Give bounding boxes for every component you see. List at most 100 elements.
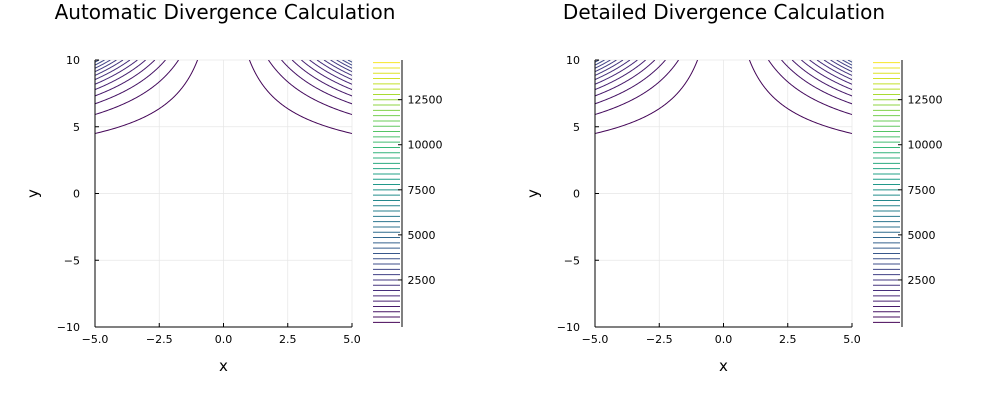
x-tick-label: 2.5	[779, 333, 797, 346]
contour-level-1950-right	[816, 60, 852, 81]
contour-level-1350-right	[801, 60, 852, 91]
contour-level-750-left	[595, 60, 666, 105]
colorbar: 2500 5000 7500 10000 12500	[873, 60, 943, 327]
y-axis-label: y	[24, 189, 42, 198]
contour-level-4050-right	[858, 60, 866, 64]
contour-level-2850-right	[336, 60, 352, 69]
y-tick-label: −10	[57, 321, 80, 334]
colorbar-tick-label: 10000	[404, 139, 443, 152]
colorbar: 2500 5000 7500 10000 12500	[373, 60, 443, 327]
contour-level-450-right	[768, 60, 852, 116]
contour-level-1050-left	[95, 60, 156, 97]
contour-level-4350-left	[81, 60, 84, 61]
contour-lines	[80, 60, 366, 135]
contour-level-3150-left	[95, 60, 105, 66]
contour-level-750-left	[95, 60, 166, 105]
contour-level-3750-right	[853, 60, 867, 67]
contour-level-1650-left	[595, 60, 638, 85]
contour-level-2250-right	[823, 60, 852, 76]
y-tick-label: 0	[73, 188, 80, 201]
contour-level-1650-left	[95, 60, 138, 85]
x-tick-label: −5.0	[582, 333, 609, 346]
contour-level-3150-left	[595, 60, 605, 66]
x-axis-label: x	[719, 357, 728, 375]
x-tick-label: −2.5	[146, 333, 173, 346]
contour-level-4050-left	[80, 60, 88, 64]
colorbar-tick-label: 2500	[404, 274, 436, 287]
colorbar-tick-label: 12500	[904, 94, 943, 107]
contour-level-2850-left	[595, 60, 611, 69]
contour-level-4350-left	[581, 60, 584, 61]
contour-level-2850-right	[836, 60, 852, 69]
x-tick-label: 2.5	[279, 333, 297, 346]
y-tick-label: 5	[73, 121, 80, 134]
chart-panel-1: Automatic Divergence Calculation −5.0 −2.5…	[24, 0, 443, 375]
y-axis-label: y	[524, 189, 542, 198]
contour-level-3450-right	[847, 60, 852, 63]
contour-level-1050-right	[291, 60, 352, 97]
y-tick-label: −5	[564, 254, 580, 267]
x-tick-label: 5.0	[343, 333, 361, 346]
contour-level-1350-left	[595, 60, 646, 91]
contour-level-1350-right	[301, 60, 352, 91]
contour-level-1950-right	[316, 60, 352, 81]
x-tick-label: 5.0	[843, 333, 861, 346]
contour-level-450-left	[595, 60, 679, 116]
colorbar-tick-label: 7500	[404, 184, 436, 197]
contour-level-1950-left	[95, 60, 131, 81]
contour-level-1050-right	[791, 60, 852, 97]
contour-level-2850-left	[95, 60, 111, 69]
contour-level-3750-left	[80, 60, 94, 67]
contour-level-3150-right	[842, 60, 852, 66]
x-axis-label: x	[219, 357, 228, 375]
contour-level-150-left	[95, 60, 199, 135]
contour-level-3450-left	[95, 60, 100, 63]
contour-level-750-right	[781, 60, 852, 105]
contour-level-4050-left	[580, 60, 588, 64]
chart-title: Detailed Divergence Calculation	[563, 0, 885, 24]
contour-level-3450-left	[595, 60, 600, 63]
contour-level-1350-left	[95, 60, 146, 91]
contour-level-1650-right	[309, 60, 352, 85]
contour-level-2550-left	[95, 60, 117, 73]
x-tick-label: 0.0	[715, 333, 733, 346]
contour-level-2250-right	[323, 60, 352, 76]
contour-lines	[580, 60, 867, 135]
contour-level-450-right	[268, 60, 352, 116]
contour-level-3750-left	[580, 60, 594, 67]
contour-level-2550-right	[830, 60, 852, 73]
contour-level-2250-left	[95, 60, 124, 76]
contour-level-1950-left	[595, 60, 631, 81]
contour-level-4350-right	[863, 60, 866, 61]
contour-level-2550-left	[595, 60, 617, 73]
y-tick-label: 10	[66, 54, 80, 67]
colorbar-tick-label: 12500	[404, 94, 443, 107]
contour-level-4050-right	[358, 60, 366, 64]
x-tick-label: −5.0	[82, 333, 109, 346]
colorbar-tick-label: 2500	[904, 274, 936, 287]
contour-level-150-right	[248, 60, 352, 135]
y-tick-label: 0	[573, 188, 580, 201]
x-tick-label: −2.5	[646, 333, 673, 346]
colorbar-tick-label: 5000	[904, 229, 936, 242]
y-tick-label: 5	[573, 121, 580, 134]
contour-level-150-right	[748, 60, 852, 135]
y-tick-label: −5	[64, 254, 80, 267]
colorbar-tick-label: 5000	[404, 229, 436, 242]
x-tick-label: 0.0	[215, 333, 233, 346]
colorbar-tick-label: 7500	[904, 184, 936, 197]
chart-title: Automatic Divergence Calculation	[55, 0, 396, 24]
contour-level-150-left	[595, 60, 699, 135]
y-tick-label: −10	[557, 321, 580, 334]
colorbar-tick-label: 10000	[904, 139, 943, 152]
contour-level-1050-left	[595, 60, 656, 97]
contour-level-3450-right	[347, 60, 352, 63]
contour-level-1650-right	[809, 60, 852, 85]
chart-panel-2: Detailed Divergence Calculation −5.0 −2.5 0…	[524, 0, 943, 375]
contour-level-4350-right	[363, 60, 366, 61]
contour-level-450-left	[95, 60, 179, 116]
contour-level-2550-right	[330, 60, 352, 73]
contour-level-3150-right	[342, 60, 352, 66]
contour-level-2250-left	[595, 60, 624, 76]
